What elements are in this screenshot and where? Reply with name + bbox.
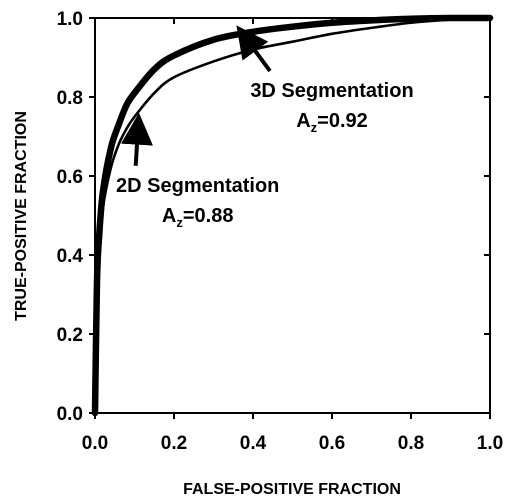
x-tick-label: 0.6 [319, 433, 345, 454]
annotation-arrow [121, 112, 153, 166]
x-tick-label: 0.8 [398, 433, 424, 454]
x-tick-label: 0.0 [82, 433, 108, 454]
roc-curve-3d [91, 14, 494, 417]
y-tick-label: 0.2 [57, 325, 83, 346]
y-tick-label: 0.0 [57, 404, 83, 425]
annotation-arrow [236, 25, 272, 73]
y-tick-label: 0.6 [57, 167, 83, 188]
x-tick-label: 0.4 [240, 433, 267, 454]
y-axis-title: TRUE-POSITIVE FRACTION [13, 111, 30, 321]
annotation-az: Az=0.92 [296, 110, 368, 135]
annotation-az: Az=0.88 [162, 205, 234, 230]
y-tick-label: 0.4 [57, 246, 84, 267]
roc-curves [91, 14, 494, 417]
y-tick-label: 0.8 [57, 88, 83, 109]
ticks: 0.0 0.2 0.4 0.6 0.8 1.0 0.0 0.2 0.4 0.6 0.8 1.0 [57, 9, 504, 454]
x-axis-title: FALSE-POSITIVE FRACTION [183, 481, 401, 498]
annotations: 3D Segmentation Az=0.92 2D Segmentation Az=… [116, 25, 414, 230]
x-tick-label: 0.2 [161, 433, 187, 454]
plot-frame [94, 17, 491, 414]
annotation-label: 2D Segmentation [116, 175, 279, 197]
annotation-label: 3D Segmentation [250, 80, 413, 102]
x-tick-label: 1.0 [477, 433, 503, 454]
y-tick-label: 1.0 [57, 9, 83, 30]
roc-curve-2d [93, 16, 492, 415]
